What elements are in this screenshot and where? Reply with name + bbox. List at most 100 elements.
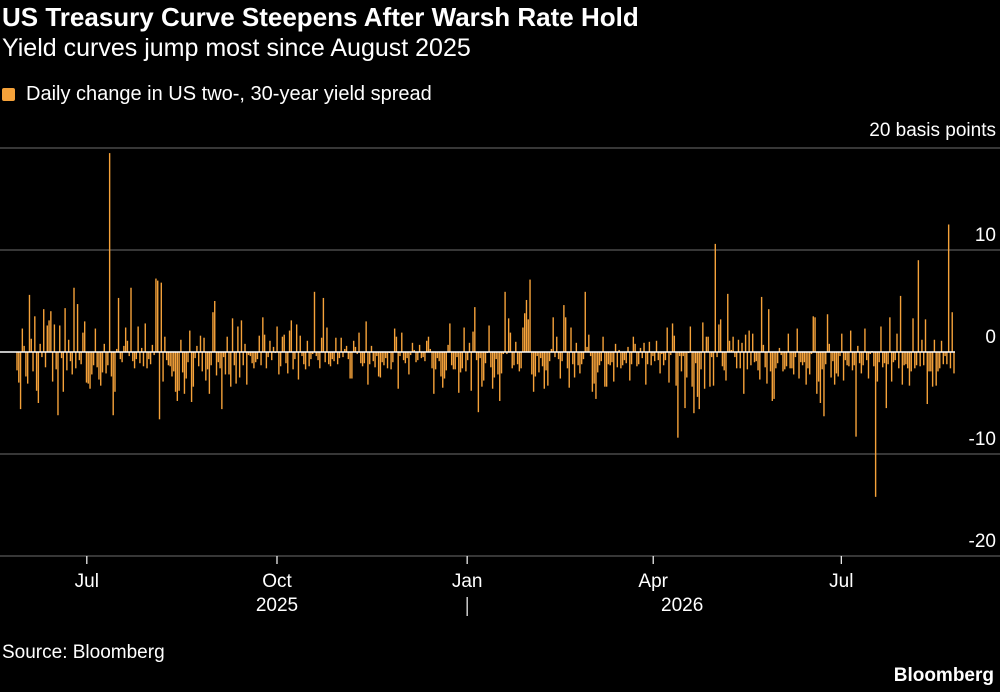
bar: [723, 352, 725, 371]
bar: [75, 352, 77, 369]
bar: [349, 352, 351, 379]
bar: [230, 352, 232, 387]
bar: [418, 344, 421, 352]
bar: [160, 282, 162, 352]
bar: [19, 352, 22, 410]
bar: [670, 352, 672, 356]
bar: [730, 349, 733, 352]
bar: [499, 352, 501, 401]
bar: [951, 312, 953, 352]
bar: [420, 352, 423, 359]
bar: [604, 352, 606, 387]
bar: [488, 325, 490, 352]
bar: [573, 352, 576, 378]
bar: [30, 338, 32, 352]
bar: [50, 311, 52, 352]
bar: [502, 352, 505, 355]
bar: [424, 352, 426, 362]
bar: [281, 336, 284, 352]
bar: [942, 352, 945, 365]
bar: [735, 352, 738, 369]
bar: [399, 352, 401, 357]
bar: [83, 321, 86, 352]
bar: [427, 336, 430, 352]
bar: [105, 352, 107, 374]
bar: [889, 317, 891, 352]
bar: [771, 352, 774, 401]
bar: [632, 336, 635, 352]
bar: [449, 323, 451, 352]
bar: [645, 352, 647, 385]
bar: [659, 352, 661, 374]
bar: [939, 352, 941, 369]
bar: [347, 352, 350, 360]
bar: [529, 279, 531, 352]
bar: [183, 352, 186, 394]
bar: [703, 352, 706, 389]
bar: [680, 352, 683, 372]
bar: [433, 352, 435, 394]
bar: [725, 352, 727, 381]
bar: [869, 352, 871, 355]
bar: [780, 352, 782, 356]
bar: [130, 287, 132, 352]
bar: [908, 352, 911, 386]
bar: [149, 352, 152, 365]
bar: [903, 352, 905, 366]
bar: [94, 328, 97, 352]
bar: [48, 320, 50, 352]
bar: [354, 346, 357, 352]
bar: [479, 352, 481, 359]
bar: [404, 352, 407, 364]
bar: [117, 297, 120, 352]
bar: [34, 316, 36, 352]
bar: [700, 352, 702, 370]
bar: [613, 352, 615, 382]
x-tick-label: Apr: [638, 571, 668, 592]
bar: [299, 335, 301, 352]
bar: [336, 352, 339, 365]
bar: [55, 352, 57, 370]
bar: [212, 312, 214, 352]
bar: [135, 352, 138, 360]
bar: [338, 352, 341, 359]
bar: [744, 334, 747, 352]
bar: [140, 347, 143, 352]
bar: [629, 352, 631, 381]
bar: [896, 333, 898, 352]
bar: [554, 352, 556, 358]
bar: [210, 352, 212, 366]
bar: [395, 336, 398, 352]
bar: [342, 352, 344, 358]
bar: [707, 336, 709, 352]
bar: [764, 352, 766, 368]
bar: [625, 352, 627, 364]
bar: [598, 352, 601, 366]
bar: [301, 352, 303, 357]
bar: [66, 352, 68, 371]
bar: [561, 352, 563, 362]
bar: [484, 352, 487, 364]
bar: [438, 352, 440, 362]
bar: [616, 352, 619, 368]
bar: [456, 352, 458, 358]
legend-swatch: [2, 88, 15, 101]
bar: [374, 352, 376, 368]
bar: [313, 291, 316, 352]
bar: [320, 337, 323, 352]
bar: [491, 352, 494, 389]
bar: [504, 291, 506, 352]
bar: [108, 153, 111, 352]
bar: [611, 352, 613, 363]
bar: [255, 352, 257, 363]
bar: [597, 352, 599, 373]
bar: [221, 352, 223, 410]
bar: [390, 352, 392, 370]
bar: [442, 352, 444, 388]
bar: [637, 352, 640, 365]
bar: [196, 345, 198, 352]
bar: [82, 332, 84, 352]
bar: [892, 352, 895, 363]
year-label: 2025: [256, 595, 298, 616]
bar: [23, 345, 25, 352]
